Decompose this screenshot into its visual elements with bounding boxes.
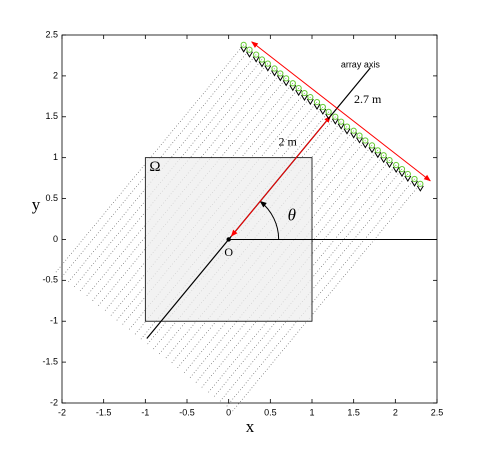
element: [253, 51, 260, 58]
length-arrow: [251, 41, 431, 182]
y-label: y: [32, 195, 41, 214]
element-mark: [264, 65, 272, 72]
x-tick-label: 0: [226, 407, 231, 417]
element-mark: [240, 46, 248, 53]
element: [295, 85, 302, 92]
element-mark: [361, 142, 369, 149]
element-mark: [301, 94, 308, 102]
element: [356, 132, 363, 139]
angle-label: θ: [288, 205, 296, 224]
origin: [226, 237, 231, 242]
element-mark: [356, 137, 363, 144]
axis-label: array axis: [341, 59, 381, 69]
element: [289, 80, 296, 87]
element: [271, 65, 278, 72]
x-tick-label: 2.5: [431, 407, 444, 417]
element-mark: [350, 132, 358, 139]
x-tick-label: -0.5: [179, 407, 195, 417]
element: [411, 175, 418, 183]
y-tick-label: 0.5: [45, 193, 58, 203]
y-tick-label: 0: [53, 234, 58, 244]
element-mark: [416, 185, 424, 192]
element: [301, 89, 308, 97]
length-label: 2.7 m: [354, 92, 382, 106]
element: [343, 123, 351, 130]
element-mark: [380, 156, 388, 164]
element: [258, 56, 266, 63]
y-tick-label: -1: [50, 316, 58, 326]
element-mark: [313, 103, 321, 111]
y-tick-label: -1.5: [42, 356, 58, 366]
element-mark: [368, 147, 376, 154]
element: [264, 60, 271, 67]
element-mark: [386, 161, 393, 169]
x-tick-label: 0.5: [264, 407, 277, 417]
element-mark: [325, 113, 333, 120]
element-mark: [289, 84, 297, 92]
element-mark: [252, 56, 260, 63]
element: [374, 147, 381, 154]
element-mark: [392, 166, 400, 173]
y-tick-label: 2.5: [45, 29, 58, 39]
element-mark: [404, 175, 412, 182]
x-tick-label: 1.5: [347, 407, 360, 417]
element: [283, 75, 290, 82]
x-tick-label: 2: [393, 407, 398, 417]
element: [277, 70, 284, 77]
element: [417, 180, 424, 187]
element-mark: [319, 108, 327, 115]
element: [380, 152, 387, 159]
element-mark: [306, 98, 314, 106]
element-mark: [295, 89, 303, 97]
x-tick-label: -2: [58, 407, 66, 417]
element: [393, 161, 400, 169]
y-tick-label: 1: [53, 152, 58, 162]
element-mark: [411, 180, 418, 187]
element-mark: [343, 128, 351, 135]
y-tick-label: 2: [53, 70, 58, 80]
element-mark: [331, 118, 339, 125]
y-tick-label: -0.5: [42, 275, 58, 285]
plot-frame: [61, 34, 438, 404]
element: [398, 166, 406, 173]
element-mark: [398, 170, 406, 178]
y-tick-label: 1.5: [45, 111, 58, 121]
element: [246, 46, 253, 53]
x-label: x: [246, 417, 255, 436]
element: [319, 103, 326, 111]
x-tick-label: 1: [309, 407, 314, 417]
x-tick-label: -1: [141, 407, 149, 417]
element: [332, 113, 339, 120]
element: [313, 98, 321, 106]
origin-label: O: [224, 245, 233, 259]
element-mark: [246, 51, 253, 58]
distance-label: 2 m: [279, 135, 298, 149]
x-tick-label: -1.5: [96, 407, 112, 417]
element: [307, 94, 314, 101]
region-label: Ω: [149, 159, 160, 175]
element-mark: [374, 152, 382, 159]
y-tick-label: -2: [50, 397, 58, 407]
element: [325, 108, 332, 115]
element: [350, 127, 357, 134]
element-mark: [258, 61, 266, 68]
element-mark: [276, 75, 284, 82]
element: [386, 157, 393, 164]
element-mark: [271, 70, 278, 77]
element: [362, 137, 369, 144]
element-mark: [282, 80, 290, 87]
element: [368, 142, 376, 149]
element: [404, 170, 411, 178]
element-mark: [337, 123, 345, 130]
element: [338, 118, 345, 125]
element: [240, 41, 247, 48]
